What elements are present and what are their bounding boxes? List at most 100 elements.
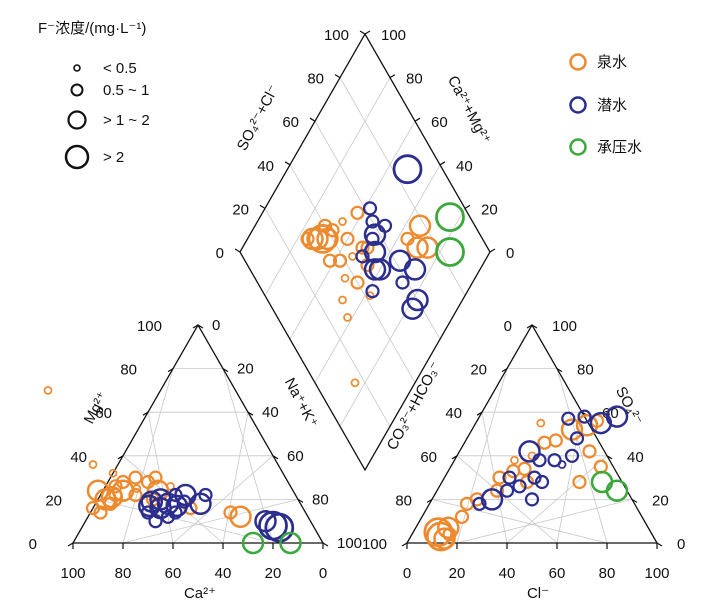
anion-triangle-tick: [501, 368, 508, 373]
diamond-data-point: [388, 249, 412, 272]
diamond-data-point: [338, 295, 347, 305]
diamond-tick: [234, 248, 241, 253]
size-legend-label-2: 0.5 ~ 1: [103, 82, 149, 99]
size-legend-title: F⁻浓度/(mg·L⁻¹): [38, 20, 146, 37]
cation-triangle-grid-b: [222, 412, 249, 544]
diamond-tick: [309, 117, 316, 122]
anion-data-point: [569, 431, 585, 446]
cation-data-point: [128, 470, 143, 485]
anion-right-tick-label: 20: [652, 492, 669, 509]
diamond-data-point: [332, 253, 348, 268]
anion-data-point: [577, 409, 592, 424]
diamond-tick: [414, 117, 421, 122]
diamond-tick: [389, 74, 396, 79]
cation-triangle-tick: [247, 411, 254, 416]
legend-label-phreatic: 潜水: [597, 97, 627, 114]
cation-triangle-tick: [117, 455, 124, 460]
diamond-data-point: [401, 297, 424, 320]
diamond-data-point: [343, 313, 352, 322]
diamond-data-point: [368, 258, 392, 281]
diamond-data-point: [325, 223, 340, 238]
anion-triangle-tick: [426, 498, 433, 503]
cation-data-point: [264, 512, 295, 543]
cation-data-point: [223, 505, 238, 520]
cation-left-tick-label: 60: [95, 405, 112, 422]
cation-triangle-tick: [322, 542, 329, 547]
anion-data-point: [590, 470, 614, 494]
diamond-data-point: [408, 214, 432, 238]
anion-data-point: [582, 444, 597, 459]
diamond-data-point: [348, 252, 357, 261]
diamond-data-point: [365, 284, 380, 299]
cation-data-point: [103, 496, 118, 511]
anion-data-point: [518, 440, 541, 463]
diamond-data-point: [435, 202, 465, 233]
diamond-data-point: [355, 249, 370, 264]
cation-triangle-tick: [297, 498, 304, 503]
diamond-data-point: [395, 275, 410, 290]
size-legend-circle-4: [64, 144, 90, 170]
anion-bottom-tick-label: 0: [403, 565, 411, 582]
cation-right-tick-label: 40: [262, 404, 279, 421]
cation-triangle-grid-b: [122, 499, 299, 544]
diamond-left-tick-label: 20: [232, 201, 249, 218]
cation-data-point: [279, 531, 302, 555]
anion-data-point: [472, 496, 487, 511]
anion-left-tick-label: 20: [470, 362, 487, 379]
anion-triangle-frame: [405, 323, 659, 544]
diamond-upper-right-axis-title: Ca²⁺+Mg²⁺: [444, 73, 494, 147]
size-legend: F⁻浓度/(mg·L⁻¹) < 0.5 0.5 ~ 1 > 1 ~ 2 > 2: [38, 20, 150, 170]
anion-data-point: [480, 488, 504, 511]
anion-triangle-tick: [656, 542, 663, 547]
anion-triangle-tick: [631, 498, 638, 503]
diamond-data-point: [362, 201, 378, 216]
anion-bottom-axis-title: Cl⁻: [527, 585, 549, 602]
cation-data-point: [132, 484, 142, 493]
diamond-data-point: [406, 236, 429, 259]
anion-data-point: [512, 479, 527, 494]
cation-data-point: [160, 509, 176, 524]
legend-marker-spring: [569, 53, 587, 71]
cation-right-tick-label: 80: [312, 491, 329, 508]
cation-triangle-tick: [197, 324, 204, 329]
diamond-tick: [334, 74, 341, 79]
diamond-grid: [289, 121, 416, 340]
diamond-grid: [264, 77, 391, 296]
diamond-data-point: [350, 275, 365, 290]
anion-triangle-grid-a: [456, 455, 558, 544]
diamond-right-tick-label: 20: [481, 201, 498, 218]
diamond-tick: [284, 161, 291, 166]
anion-data-point: [605, 479, 629, 502]
diamond-grid: [339, 77, 466, 296]
diamond-tick: [489, 248, 496, 253]
anion-data-point: [548, 433, 563, 448]
cation-data-point: [229, 505, 252, 529]
diamond-data-point: [340, 231, 355, 246]
anion-triangle-tick: [476, 411, 483, 416]
diamond-data-point: [340, 273, 350, 283]
anion-triangle-tick: [531, 324, 538, 329]
diamond-right-tick-label: 0: [506, 245, 514, 262]
data-points: [43, 154, 629, 555]
cation-triangle-grid-b: [172, 455, 274, 544]
anion-data-point: [519, 474, 535, 490]
anion-right-tick-label: 80: [577, 362, 594, 379]
diamond-left-tick-label: 0: [216, 245, 224, 262]
diamond-data-point: [365, 214, 380, 229]
cation-bottom-tick-label: 20: [265, 565, 282, 582]
diamond-data-point: [350, 378, 360, 388]
diamond-grid: [314, 164, 441, 383]
anion-triangle-tick: [606, 455, 613, 460]
diamond-data-point: [435, 237, 465, 267]
diamond-tick: [259, 204, 266, 209]
diamond-tick: [359, 30, 366, 35]
cation-data-point: [108, 468, 118, 478]
cation-data-point: [198, 487, 213, 503]
cation-triangle-grid-a: [97, 499, 274, 544]
diamond-data-point: [307, 223, 338, 254]
cation-left-tick-label: 0: [29, 536, 37, 553]
cation-data-point: [43, 386, 53, 395]
cation-right-tick-label: 0: [212, 317, 220, 334]
anion-left-axis-title: CO₃²⁻+HCO₃⁻: [384, 359, 445, 453]
